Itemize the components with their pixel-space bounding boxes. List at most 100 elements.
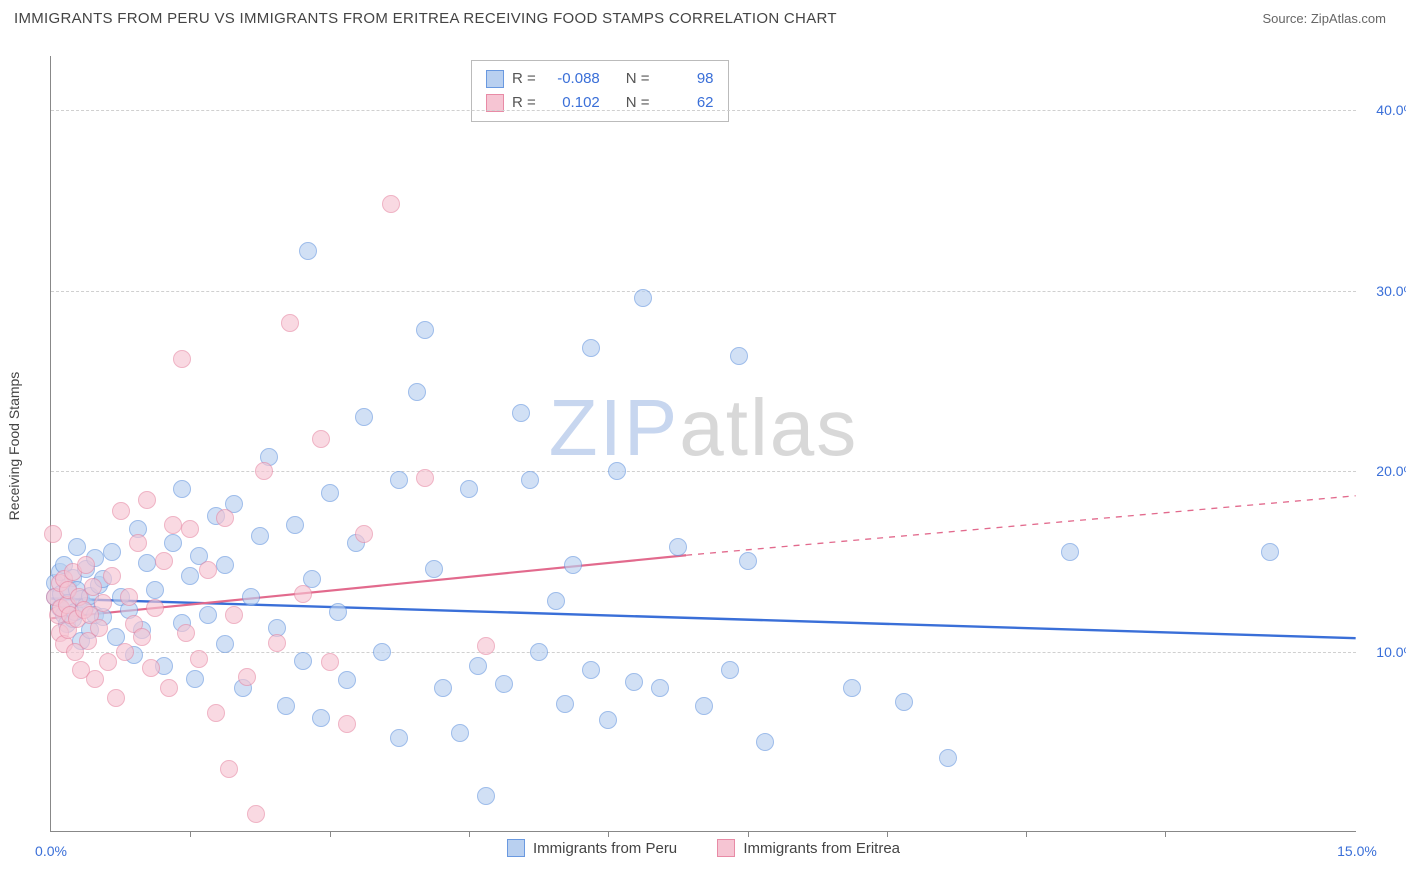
scatter-point: [103, 567, 121, 585]
scatter-point: [112, 502, 130, 520]
scatter-point: [181, 567, 199, 585]
y-tick-label: 10.0%: [1361, 644, 1406, 660]
scatter-point: [207, 704, 225, 722]
scatter-point: [255, 462, 273, 480]
scatter-point: [477, 787, 495, 805]
scatter-point: [160, 679, 178, 697]
scatter-point: [416, 321, 434, 339]
scatter-point: [564, 556, 582, 574]
legend-item-peru: Immigrants from Peru: [507, 839, 677, 857]
scatter-point: [299, 242, 317, 260]
scatter-point: [281, 314, 299, 332]
scatter-point: [329, 603, 347, 621]
scatter-point: [116, 643, 134, 661]
scatter-point: [181, 520, 199, 538]
scatter-point: [155, 552, 173, 570]
scatter-point: [216, 635, 234, 653]
scatter-point: [582, 661, 600, 679]
chart-plot-area: ZIPatlas R = -0.088 N = 98 R = 0.102 N =…: [50, 56, 1356, 832]
scatter-point: [382, 195, 400, 213]
stats-legend-box: R = -0.088 N = 98 R = 0.102 N = 62: [471, 60, 729, 122]
scatter-point: [120, 588, 138, 606]
scatter-point: [895, 693, 913, 711]
swatch-peru: [486, 70, 504, 88]
scatter-point: [651, 679, 669, 697]
scatter-point: [90, 619, 108, 637]
scatter-point: [190, 650, 208, 668]
scatter-point: [355, 408, 373, 426]
scatter-point: [177, 624, 195, 642]
legend-item-eritrea: Immigrants from Eritrea: [717, 839, 900, 857]
scatter-point: [1061, 543, 1079, 561]
source-text: Source: ZipAtlas.com: [1262, 11, 1386, 26]
scatter-point: [477, 637, 495, 655]
scatter-point: [939, 749, 957, 767]
scatter-point: [146, 599, 164, 617]
scatter-point: [164, 534, 182, 552]
scatter-point: [634, 289, 652, 307]
scatter-point: [199, 606, 217, 624]
x-tick-label: 15.0%: [1337, 843, 1377, 859]
scatter-point: [321, 484, 339, 502]
scatter-point: [99, 653, 117, 671]
scatter-point: [294, 652, 312, 670]
x-tick-label: 0.0%: [35, 843, 67, 859]
scatter-point: [521, 471, 539, 489]
scatter-point: [199, 561, 217, 579]
scatter-point: [216, 509, 234, 527]
scatter-point: [286, 516, 304, 534]
scatter-point: [547, 592, 565, 610]
scatter-point: [1261, 543, 1279, 561]
scatter-point: [216, 556, 234, 574]
scatter-point: [843, 679, 861, 697]
scatter-point: [86, 670, 104, 688]
scatter-point: [739, 552, 757, 570]
scatter-point: [756, 733, 774, 751]
scatter-point: [84, 578, 102, 596]
watermark: ZIPatlas: [549, 382, 858, 474]
scatter-point: [103, 543, 121, 561]
scatter-point: [530, 643, 548, 661]
y-tick-label: 40.0%: [1361, 102, 1406, 118]
scatter-point: [495, 675, 513, 693]
scatter-point: [242, 588, 260, 606]
swatch-eritrea: [717, 839, 735, 857]
scatter-point: [107, 689, 125, 707]
scatter-point: [608, 462, 626, 480]
scatter-point: [142, 659, 160, 677]
scatter-point: [556, 695, 574, 713]
y-tick-label: 30.0%: [1361, 283, 1406, 299]
scatter-point: [164, 516, 182, 534]
scatter-point: [321, 653, 339, 671]
y-axis-label: Receiving Food Stamps: [6, 372, 22, 521]
scatter-point: [338, 671, 356, 689]
scatter-point: [146, 581, 164, 599]
scatter-point: [669, 538, 687, 556]
scatter-point: [512, 404, 530, 422]
scatter-point: [294, 585, 312, 603]
scatter-point: [390, 471, 408, 489]
scatter-point: [390, 729, 408, 747]
scatter-point: [238, 668, 256, 686]
stats-row-peru: R = -0.088 N = 98: [486, 67, 714, 91]
scatter-point: [94, 594, 112, 612]
scatter-point: [186, 670, 204, 688]
scatter-point: [355, 525, 373, 543]
scatter-point: [173, 480, 191, 498]
scatter-point: [173, 350, 191, 368]
stats-row-eritrea: R = 0.102 N = 62: [486, 91, 714, 115]
trend-lines: [51, 56, 1356, 831]
scatter-point: [434, 679, 452, 697]
scatter-point: [408, 383, 426, 401]
scatter-point: [625, 673, 643, 691]
scatter-point: [138, 554, 156, 572]
scatter-point: [277, 697, 295, 715]
scatter-point: [416, 469, 434, 487]
scatter-point: [133, 628, 151, 646]
scatter-point: [582, 339, 600, 357]
chart-title: IMMIGRANTS FROM PERU VS IMMIGRANTS FROM …: [14, 10, 837, 27]
scatter-point: [730, 347, 748, 365]
scatter-point: [44, 525, 62, 543]
scatter-point: [312, 709, 330, 727]
scatter-point: [425, 560, 443, 578]
